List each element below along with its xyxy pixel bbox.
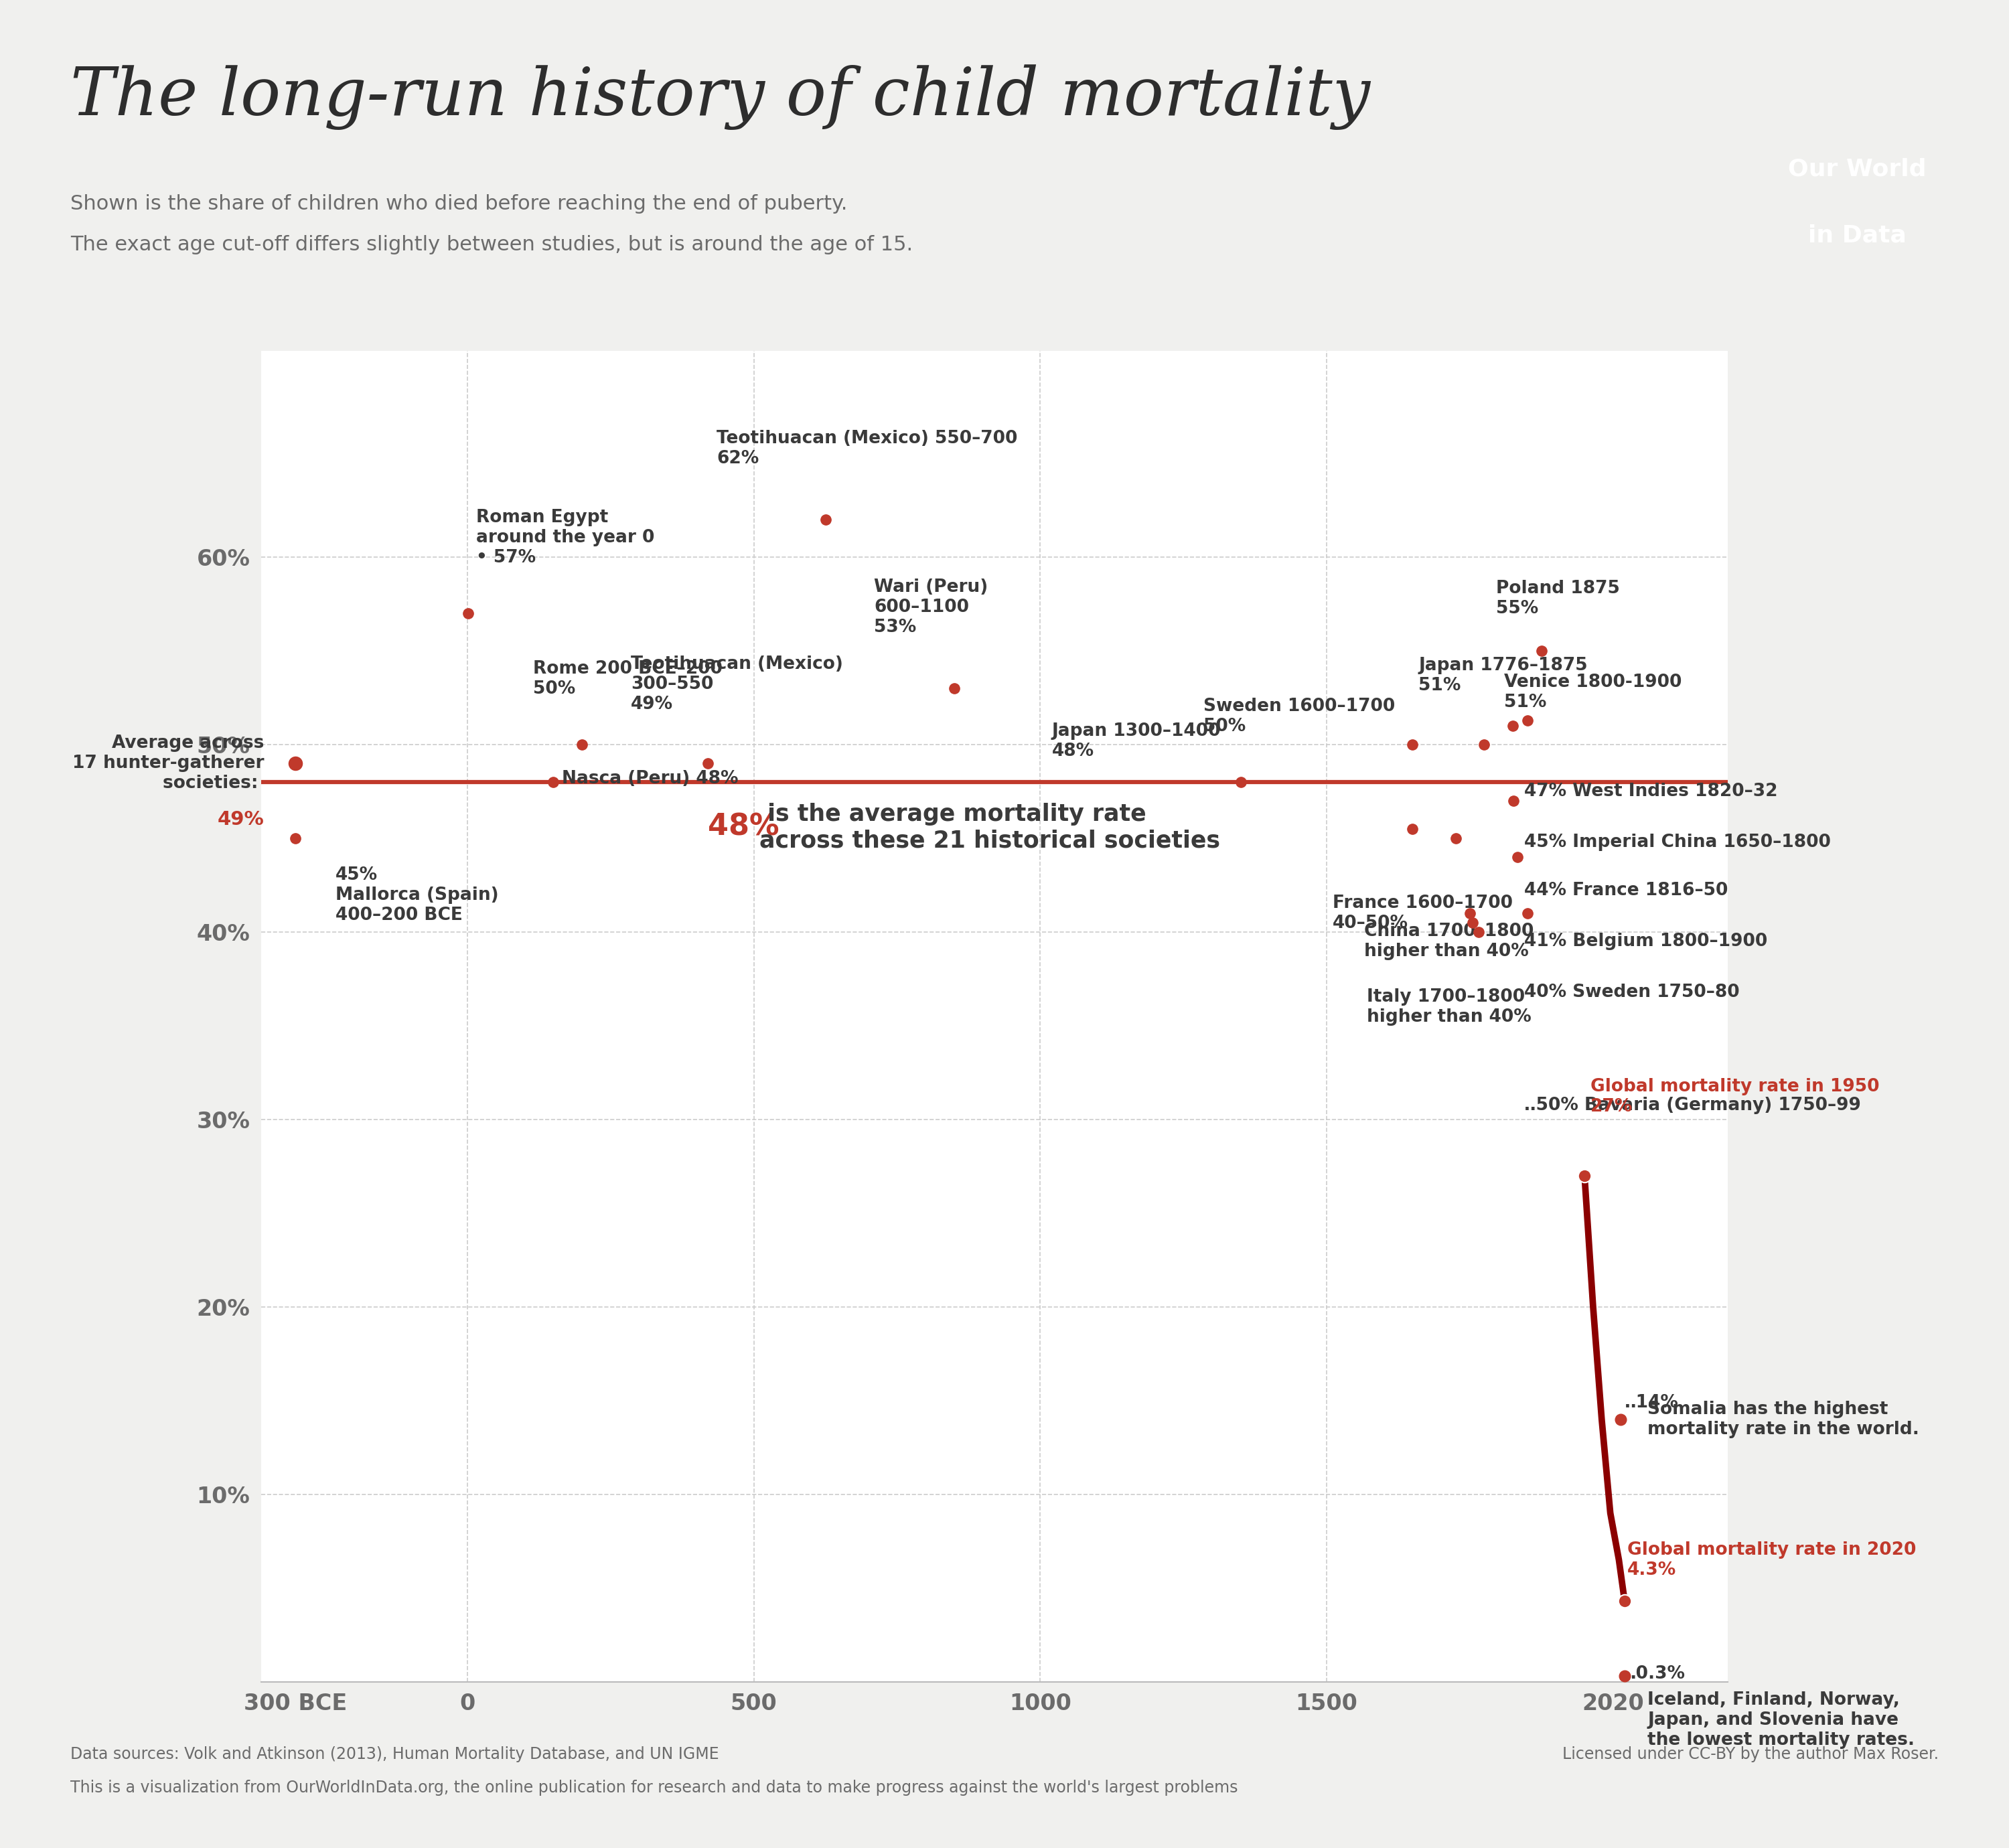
Text: 44% France 1816–50: 44% France 1816–50 bbox=[1525, 881, 1728, 900]
Text: Sweden 1600–1700
50%: Sweden 1600–1700 50% bbox=[1203, 699, 1394, 736]
Text: Shown is the share of children who died before reaching the end of puberty.: Shown is the share of children who died … bbox=[70, 194, 848, 214]
Text: Global mortality rate in 1950
27%: Global mortality rate in 1950 27% bbox=[1591, 1077, 1878, 1116]
Text: ‥14%: ‥14% bbox=[1625, 1393, 1680, 1412]
Text: Licensed under CC-BY by the author Max Roser.: Licensed under CC-BY by the author Max R… bbox=[1563, 1746, 1939, 1763]
Text: Global mortality rate in 2020
4.3%: Global mortality rate in 2020 4.3% bbox=[1627, 1541, 1917, 1578]
Text: France 1600–1700
40–50%: France 1600–1700 40–50% bbox=[1332, 894, 1513, 931]
Text: 47% West Indies 1820–32: 47% West Indies 1820–32 bbox=[1525, 784, 1778, 800]
Text: Poland 1875
55%: Poland 1875 55% bbox=[1497, 580, 1619, 617]
Text: ‥50% Bavaria (Germany) 1750–99: ‥50% Bavaria (Germany) 1750–99 bbox=[1525, 1096, 1860, 1114]
Text: is the average mortality rate
across these 21 historical societies: is the average mortality rate across the… bbox=[759, 802, 1219, 852]
Text: Teotihuacan (Mexico) 550–700
62%: Teotihuacan (Mexico) 550–700 62% bbox=[717, 431, 1017, 468]
Text: Iceland, Finland, Norway,
Japan, and Slovenia have
the lowest mortality rates.: Iceland, Finland, Norway, Japan, and Slo… bbox=[1647, 1691, 1915, 1748]
Text: The long-run history of child mortality: The long-run history of child mortality bbox=[70, 65, 1370, 129]
Text: 45% Imperial China 1650–1800: 45% Imperial China 1650–1800 bbox=[1525, 833, 1830, 850]
Text: 40% Sweden 1750–80: 40% Sweden 1750–80 bbox=[1525, 983, 1740, 1002]
Text: Japan 1300–1400
48%: Japan 1300–1400 48% bbox=[1053, 723, 1221, 760]
Text: in Data: in Data bbox=[1808, 224, 1907, 248]
Text: 45%
Mallorca (Spain)
400–200 BCE: 45% Mallorca (Spain) 400–200 BCE bbox=[336, 867, 498, 924]
Text: 41% Belgium 1800–1900: 41% Belgium 1800–1900 bbox=[1525, 933, 1768, 950]
Text: 49%: 49% bbox=[217, 809, 263, 830]
Text: Rome 200 BCE–200
50%: Rome 200 BCE–200 50% bbox=[532, 660, 723, 699]
Text: 48%: 48% bbox=[707, 813, 779, 841]
Text: The exact age cut-off differs slightly between studies, but is around the age of: The exact age cut-off differs slightly b… bbox=[70, 235, 912, 255]
Text: This is a visualization from OurWorldInData.org, the online publication for rese: This is a visualization from OurWorldInD… bbox=[70, 1780, 1238, 1796]
Text: Average across
17 hunter-gatherer
societies:: Average across 17 hunter-gatherer societ… bbox=[72, 736, 263, 793]
Text: ‥0.3%: ‥0.3% bbox=[1625, 1665, 1686, 1684]
Text: Japan 1776–1875
51%: Japan 1776–1875 51% bbox=[1418, 656, 1587, 695]
Text: Venice 1800-1900
51%: Venice 1800-1900 51% bbox=[1505, 673, 1682, 711]
Text: Nasca (Peru) 48%: Nasca (Peru) 48% bbox=[563, 771, 739, 787]
Text: Italy 1700–1800
higher than 40%: Italy 1700–1800 higher than 40% bbox=[1366, 989, 1531, 1026]
Text: Roman Egypt
around the year 0
• 57%: Roman Egypt around the year 0 • 57% bbox=[476, 508, 655, 567]
Text: Teotihuacan (Mexico)
300–550
49%: Teotihuacan (Mexico) 300–550 49% bbox=[631, 656, 844, 713]
Text: China 1700–1800
higher than 40%: China 1700–1800 higher than 40% bbox=[1364, 922, 1533, 961]
Text: Our World: Our World bbox=[1788, 157, 1927, 181]
Text: Wari (Peru)
600–1100
53%: Wari (Peru) 600–1100 53% bbox=[874, 578, 988, 636]
Text: Data sources: Volk and Atkinson (2013), Human Mortality Database, and UN IGME: Data sources: Volk and Atkinson (2013), … bbox=[70, 1746, 719, 1763]
Text: Somalia has the highest
mortality rate in the world.: Somalia has the highest mortality rate i… bbox=[1647, 1401, 1919, 1438]
